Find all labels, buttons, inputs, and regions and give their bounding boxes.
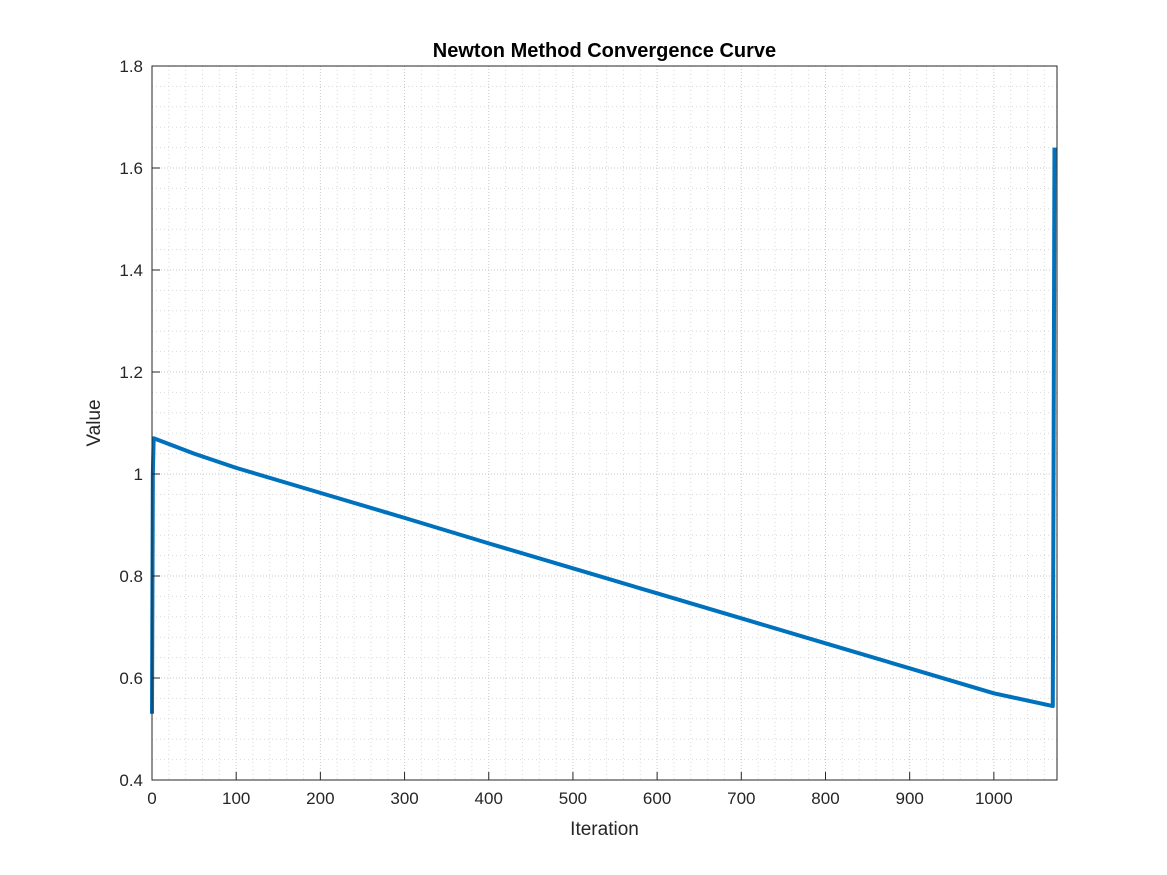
x-tick-label: 800 xyxy=(811,789,839,808)
y-axis-tick-labels: 0.4 0.6 0.8 1 1.2 1.4 1.6 1.8 xyxy=(119,57,143,790)
series-line xyxy=(150,147,1057,714)
x-tick-label: 500 xyxy=(559,789,587,808)
y-tick-label: 1 xyxy=(134,465,143,484)
y-tick-label: 0.8 xyxy=(119,567,143,586)
y-axis-label: Value xyxy=(84,399,105,446)
plot-area-box xyxy=(151,65,1058,781)
x-tick-label: 0 xyxy=(147,789,156,808)
x-tick-label: 400 xyxy=(475,789,503,808)
x-axis-tick-labels: 0 100 200 300 400 500 600 700 800 900 1000 xyxy=(147,789,1013,808)
y-tick-label: 1.6 xyxy=(119,159,143,178)
tick-marks xyxy=(151,65,995,781)
x-tick-label: 1000 xyxy=(975,789,1013,808)
series-layer xyxy=(150,147,1057,714)
x-tick-label: 300 xyxy=(390,789,418,808)
y-tick-label: 0.6 xyxy=(119,669,143,688)
grid-lines xyxy=(152,66,1057,780)
x-tick-label: 600 xyxy=(643,789,671,808)
x-axis-label: Iteration xyxy=(570,819,639,840)
y-tick-label: 1.4 xyxy=(119,261,143,280)
y-tick-label: 1.2 xyxy=(119,363,143,382)
chart-title: Newton Method Convergence Curve xyxy=(433,40,776,62)
x-tick-label: 100 xyxy=(222,789,250,808)
y-tick-label: 0.4 xyxy=(119,771,143,790)
x-tick-label: 200 xyxy=(306,789,334,808)
x-tick-label: 900 xyxy=(895,789,923,808)
x-tick-label: 700 xyxy=(727,789,755,808)
y-tick-label: 1.8 xyxy=(119,57,143,76)
